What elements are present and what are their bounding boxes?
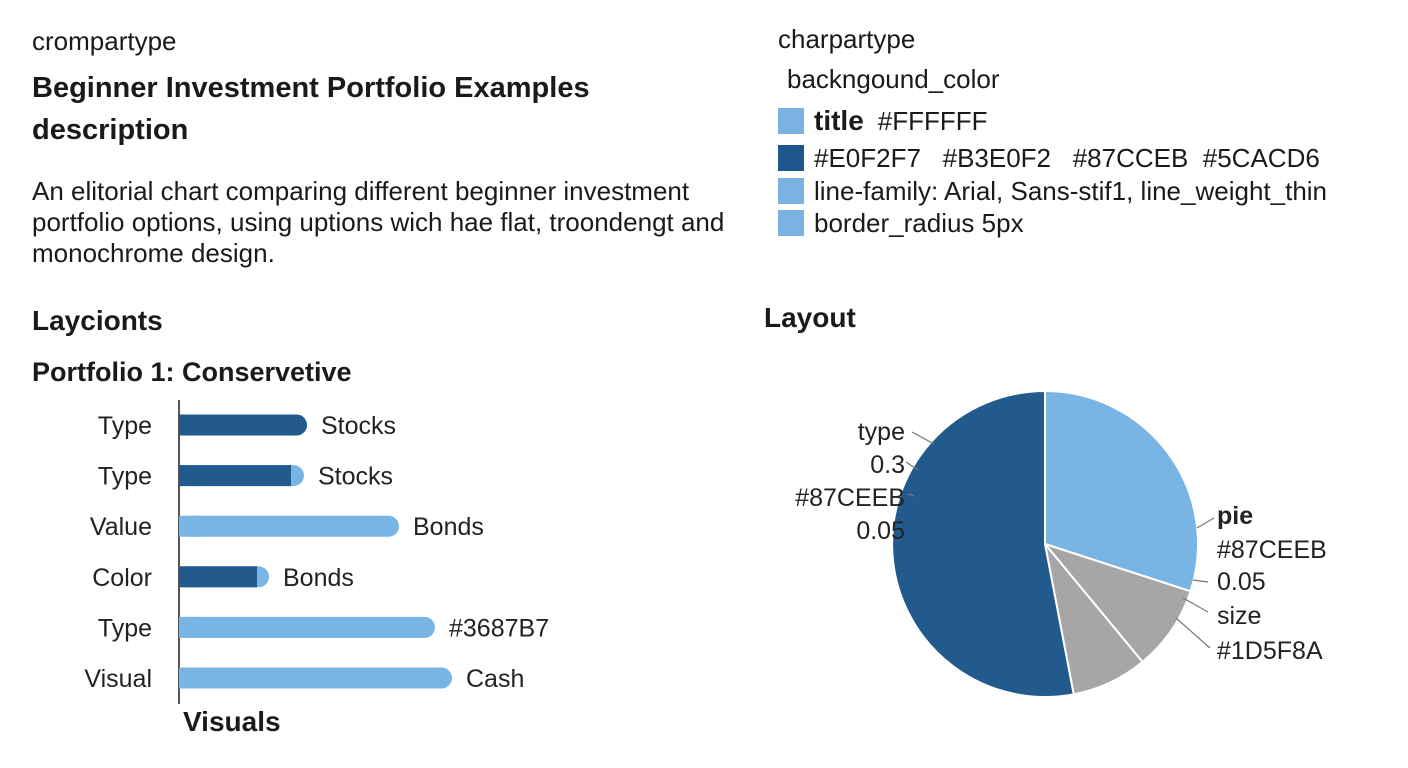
- bar-segment-light-cap: [179, 616, 200, 638]
- bar-category-label: Type: [98, 614, 152, 642]
- pie-leader-line: [1175, 617, 1211, 649]
- pie-left-label: #87CEEB: [795, 484, 905, 512]
- pie-slice: [891, 389, 1075, 698]
- pie-slice: [1042, 541, 1192, 664]
- spec-row-radius: border_radius 5px: [778, 207, 1024, 239]
- pie-slice: [1044, 389, 1199, 593]
- pie-leader-line: [1192, 579, 1209, 583]
- spec-text: line-family: Arial, Sans-stif1, line_wei…: [814, 175, 1328, 206]
- right-section-heading: Layout: [764, 302, 856, 333]
- page-title: Beginner Investment Portfolio Examples: [32, 72, 590, 104]
- bar-chart-title: Portfolio 1: Conservetive: [32, 357, 352, 387]
- pie-right-label: 0.05: [1217, 568, 1266, 596]
- description-text: An elitorial chart comparing different b…: [32, 176, 725, 268]
- bar-annotation: Stocks: [318, 463, 393, 491]
- pie-leader-line: [1196, 517, 1215, 529]
- bar-segment-light-cap: [179, 667, 200, 689]
- pie-left-label: 0.05: [856, 517, 905, 545]
- left-footer-heading: Visuals: [183, 706, 281, 737]
- spec-text: #E0F2F7 #B3E0F2 #87CCEB #5CACD6: [814, 142, 1320, 173]
- color-swatch: [778, 145, 804, 171]
- color-swatch: [778, 108, 804, 134]
- spec-text: #FFFFFF: [877, 105, 988, 136]
- spec-row-palette: #E0F2F7 #B3E0F2 #87CCEB #5CACD6: [778, 142, 1320, 174]
- spec-strong-label: title: [814, 105, 864, 136]
- bar-segment-dark: [179, 566, 257, 588]
- bar-chart: Type Stocks Type Stocks Value Bonds Color Bonds…: [84, 400, 549, 704]
- spec-row-font: line-family: Arial, Sans-stif1, line_wei…: [778, 175, 1327, 207]
- pie-leader-line: [1182, 597, 1209, 613]
- bar-category-label: Visual: [84, 665, 152, 693]
- pie-right-bold-label: pie: [1217, 502, 1253, 530]
- spec-row-title: title #FFFFFF: [778, 105, 988, 137]
- pie-left-label: type: [858, 418, 905, 446]
- pie-leader-line: [907, 493, 915, 497]
- bar-category-label: Type: [98, 463, 152, 491]
- bar-annotation: Bonds: [413, 513, 484, 541]
- bar-category-label: Color: [92, 564, 152, 592]
- bar-segment-light-cap: [179, 515, 200, 537]
- bar-segment-light: [179, 616, 435, 638]
- pie-right-label: size: [1217, 602, 1261, 630]
- pie-left-label: 0.3: [870, 451, 905, 479]
- bar-segment-dark-cap: [179, 414, 200, 436]
- spec-text: border_radius 5px: [814, 207, 1024, 238]
- bar-category-label: Value: [90, 513, 152, 541]
- bar-annotation: #3687B7: [449, 614, 549, 642]
- bar-segment-light: [179, 667, 452, 689]
- bar-segment-dark: [179, 414, 307, 436]
- right-kicker: charpartype: [778, 24, 916, 54]
- pie-right-label: #87CEEB: [1217, 536, 1327, 564]
- color-swatch: [778, 210, 804, 236]
- bar-annotation: Cash: [466, 665, 524, 693]
- bar-segment-light: [179, 515, 399, 537]
- description-heading: description: [32, 114, 189, 146]
- left-section-heading: Laycionts: [32, 305, 163, 336]
- bar-category-label: Type: [98, 412, 152, 440]
- bar-annotation: Bonds: [283, 564, 354, 592]
- pie-leader-line: [905, 461, 919, 471]
- background-color-label: backngound_color: [787, 64, 1000, 94]
- color-swatch: [778, 178, 804, 204]
- bar-annotation: Stocks: [321, 412, 396, 440]
- bar-segment-dark: [179, 465, 291, 487]
- pie-right-label: #1D5F8A: [1217, 637, 1323, 665]
- pie-leader-line: [911, 431, 935, 445]
- left-kicker: crompartype: [32, 26, 177, 56]
